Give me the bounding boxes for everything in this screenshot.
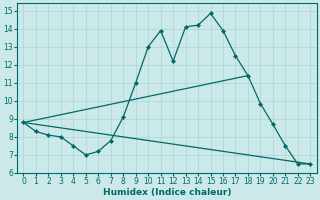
X-axis label: Humidex (Indice chaleur): Humidex (Indice chaleur) bbox=[103, 188, 231, 197]
